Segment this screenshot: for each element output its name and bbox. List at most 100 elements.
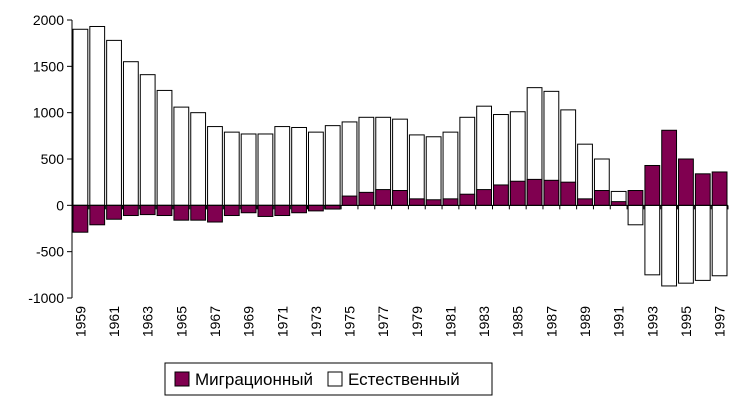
bar-natural-1962 (122, 61, 139, 206)
bar-migration-1964 (156, 204, 173, 217)
x-tick-label: 1965 (173, 306, 189, 337)
bar-natural-1964 (156, 89, 173, 206)
bar-migration-1967 (207, 204, 223, 223)
bar-natural-1997 (711, 204, 728, 277)
bar-migration-1960 (89, 204, 106, 226)
bar-migration-1987 (543, 179, 560, 206)
legend-label-migration: Миграционный (195, 370, 313, 389)
x-tick-label: 1987 (543, 306, 559, 337)
bar-natural-1982 (459, 116, 476, 206)
bar-natural-1973 (308, 131, 324, 206)
bar-natural-1989 (577, 143, 593, 206)
x-tick-label: 1983 (476, 306, 492, 337)
bar-migration-1971 (274, 204, 291, 217)
bar-migration-1980 (425, 199, 442, 206)
x-tick-label: 1963 (140, 306, 156, 337)
bar-natural-1993 (644, 204, 661, 276)
bar-natural-1972 (291, 126, 307, 206)
x-tick-label: 1997 (712, 306, 728, 337)
bar-migration-1991 (610, 201, 627, 206)
x-tick-label: 1961 (106, 306, 122, 337)
y-tick-label: 0 (56, 197, 64, 213)
x-tick-label: 1991 (611, 306, 627, 337)
bar-migration-1985 (509, 180, 526, 206)
bar-natural-1980 (425, 136, 442, 206)
bar-migration-1961 (106, 204, 122, 220)
bar-migration-1972 (291, 204, 307, 214)
bar-migration-1996 (694, 173, 711, 206)
bar-migration-1997 (711, 171, 728, 206)
y-tick-label: -1000 (28, 290, 64, 306)
y-tick-label: 2000 (33, 12, 64, 28)
y-tick-label: 1500 (33, 58, 64, 74)
bar-natural-1979 (408, 134, 425, 206)
bar-migration-1995 (678, 158, 694, 206)
bar-natural-1967 (207, 126, 223, 206)
bar-migration-1994 (661, 129, 678, 206)
bar-migration-1976 (358, 191, 375, 206)
y-tick-label: -500 (36, 244, 64, 260)
bar-migration-1988 (560, 181, 577, 206)
bar-migration-1984 (493, 184, 509, 206)
legend: Миграционный Естественный (164, 362, 493, 396)
bar-natural-1970 (257, 133, 274, 206)
x-tick-label: 1973 (308, 306, 324, 337)
bar-migration-1968 (223, 204, 240, 217)
bar-natural-1959 (72, 28, 89, 206)
x-tick-label: 1989 (577, 306, 593, 337)
x-tick-label: 1977 (375, 306, 391, 337)
bar-migration-1973 (308, 204, 324, 212)
bars (72, 25, 728, 287)
bar-natural-1966 (190, 112, 207, 206)
bar-natural-1961 (106, 39, 122, 206)
bar-migration-1979 (408, 198, 425, 206)
bar-natural-1963 (139, 74, 156, 206)
bar-migration-1975 (341, 195, 358, 206)
bar-natural-1995 (678, 204, 694, 284)
x-tick-label: 1981 (442, 306, 458, 337)
bar-migration-1983 (476, 189, 493, 206)
bar-migration-1963 (139, 204, 156, 216)
x-tick-label: 1979 (409, 306, 425, 337)
bar-natural-1981 (442, 131, 459, 206)
bar-natural-1974 (324, 125, 341, 206)
y-axis: 2000 1500 1000 500 0 -500 -1000 (28, 12, 73, 306)
x-tick-label: 1985 (510, 306, 526, 337)
bar-natural-1971 (274, 126, 291, 206)
bar-natural-1968 (223, 131, 240, 206)
bar-migration-1970 (257, 204, 274, 217)
bar-natural-1992 (627, 204, 644, 226)
bar-migration-1966 (190, 204, 207, 221)
bar-migration-1986 (526, 178, 543, 206)
bar-migration-1965 (173, 204, 190, 221)
x-tick-label: 1995 (678, 306, 694, 337)
bar-migration-1981 (442, 198, 459, 206)
bar-migration-1989 (577, 198, 593, 206)
bar-migration-1982 (459, 193, 476, 206)
bar-migration-1962 (122, 204, 139, 217)
bar-migration-1974 (324, 204, 341, 210)
bar-natural-1965 (173, 106, 190, 206)
bar-migration-1992 (627, 190, 644, 206)
bar-migration-1977 (375, 189, 392, 206)
bar-migration-1969 (240, 204, 257, 214)
bar-migration-1959 (72, 204, 89, 233)
bar-migration-1993 (644, 164, 661, 206)
bar-natural-1960 (89, 25, 106, 206)
legend-label-natural: Естественный (348, 370, 460, 389)
x-tick-label: 1969 (241, 306, 257, 337)
x-tick-label: 1993 (644, 306, 660, 337)
y-tick-label: 500 (41, 151, 65, 167)
bar-natural-1975 (341, 121, 358, 206)
legend-swatch-natural (327, 371, 343, 387)
bar-natural-1996 (694, 204, 711, 281)
bar-natural-1969 (240, 133, 257, 206)
x-tick-label: 1971 (274, 306, 290, 337)
bar-migration-1990 (593, 190, 610, 206)
x-tick-label: 1959 (72, 306, 88, 337)
x-tick-label: 1975 (342, 306, 358, 337)
x-tick-label: 1967 (207, 306, 223, 337)
y-tick-label: 1000 (33, 105, 64, 121)
bar-natural-1994 (661, 204, 678, 287)
